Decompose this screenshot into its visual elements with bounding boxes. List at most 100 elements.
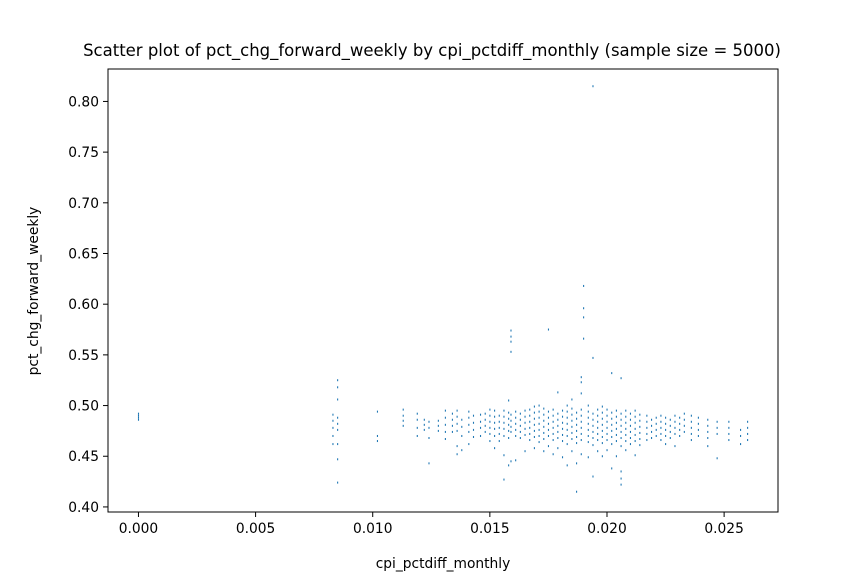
data-point [571, 413, 573, 416]
data-point [461, 434, 463, 437]
data-point [606, 426, 608, 429]
data-point [634, 454, 636, 457]
data-point [665, 443, 667, 446]
data-point [402, 414, 404, 417]
data-point [634, 415, 636, 418]
data-point [337, 386, 339, 389]
data-point [332, 426, 334, 429]
data-point [538, 434, 540, 437]
data-point [515, 422, 517, 425]
data-point [707, 430, 709, 433]
data-point [547, 410, 550, 413]
data-point [611, 429, 613, 432]
data-point [611, 443, 613, 446]
data-point [137, 412, 140, 415]
x-tick-label: 0.015 [470, 521, 510, 537]
data-point [533, 423, 535, 426]
data-point [665, 422, 667, 425]
data-point [620, 477, 622, 480]
data-point [592, 437, 594, 439]
data-point [543, 438, 545, 441]
data-point [634, 409, 636, 412]
data-point [468, 416, 470, 419]
data-point [498, 420, 500, 423]
data-point [639, 419, 641, 422]
data-point [683, 412, 685, 415]
data-point [515, 434, 517, 437]
data-point [524, 450, 526, 453]
data-point [601, 423, 603, 426]
x-tick-label: 0.005 [236, 521, 276, 537]
data-point [510, 340, 512, 343]
data-point [456, 453, 458, 456]
data-point [665, 434, 667, 437]
data-point [583, 284, 585, 287]
data-point [646, 414, 648, 417]
y-tick-label: 0.60 [68, 297, 99, 313]
data-point [697, 416, 699, 419]
data-point [583, 337, 585, 340]
data-point [587, 410, 589, 413]
data-point [538, 428, 540, 431]
data-point [423, 428, 425, 431]
data-point [576, 423, 578, 426]
data-point [674, 426, 676, 429]
y-tick-label: 0.50 [68, 399, 99, 415]
data-point [468, 410, 470, 413]
data-point [489, 426, 491, 429]
data-point [498, 432, 500, 435]
data-point [137, 416, 140, 419]
data-point [437, 429, 439, 432]
data-point [576, 429, 578, 432]
data-point [639, 444, 641, 447]
data-point [538, 441, 540, 444]
data-point [332, 434, 334, 437]
data-point [690, 432, 692, 435]
data-point [629, 430, 632, 433]
data-point [634, 427, 636, 430]
data-point [747, 439, 749, 442]
x-tick-label: 0.010 [353, 521, 393, 537]
data-point [557, 447, 559, 450]
data-point [601, 435, 603, 438]
data-point [456, 409, 458, 412]
data-point [651, 437, 653, 439]
data-point [337, 428, 339, 431]
data-point [533, 429, 535, 432]
data-point [416, 434, 418, 437]
data-point [332, 419, 334, 422]
data-point [740, 434, 742, 437]
data-point [592, 356, 594, 359]
data-point [529, 432, 531, 435]
data-point [508, 429, 510, 432]
plot-frame [107, 68, 779, 513]
data-point [566, 404, 568, 407]
data-point [683, 424, 685, 427]
data-point [606, 439, 608, 442]
data-point [489, 420, 491, 423]
data-point [583, 316, 585, 319]
data-point [620, 445, 622, 448]
data-point [503, 478, 505, 481]
data-point [503, 427, 505, 430]
data-point [479, 426, 482, 429]
data-point [580, 439, 582, 442]
data-point [625, 421, 627, 424]
data-point [606, 414, 608, 417]
data-point [625, 409, 627, 412]
data-point [510, 329, 512, 332]
data-point [510, 335, 512, 338]
data-point [639, 413, 641, 416]
y-axis-label: pct_chg_forward_weekly [26, 207, 42, 376]
data-point [503, 409, 505, 412]
data-point [508, 437, 510, 439]
data-point [740, 428, 742, 431]
data-point [592, 475, 594, 478]
data-point [543, 450, 545, 453]
data-point [510, 419, 512, 422]
data-point [524, 409, 526, 412]
data-point [552, 414, 554, 417]
data-point [597, 414, 599, 417]
data-point [444, 423, 446, 426]
data-point [629, 443, 632, 446]
